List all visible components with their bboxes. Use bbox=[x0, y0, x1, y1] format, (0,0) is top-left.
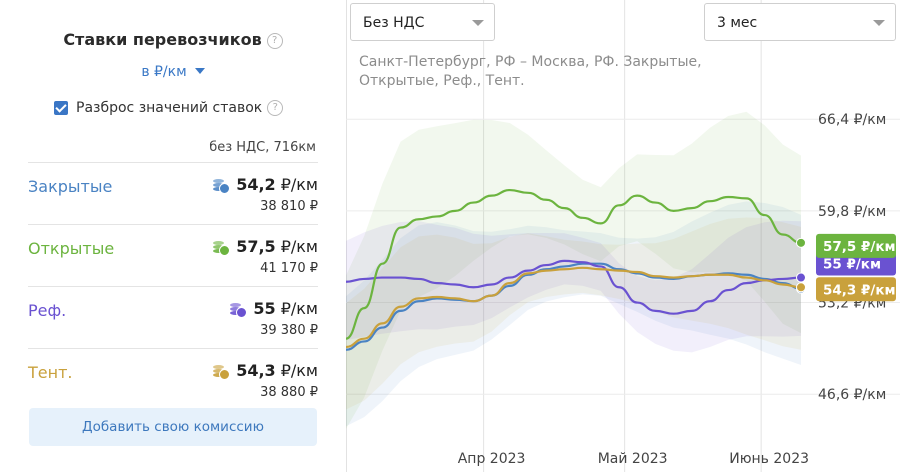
rate-number: 55 bbox=[253, 299, 276, 318]
rate-unit: ₽/км bbox=[280, 361, 318, 380]
y-tick-label: 59,8 ₽/км bbox=[818, 204, 886, 220]
rate-total: 38 810 ₽ bbox=[260, 199, 318, 214]
y-tick-label: 66,4 ₽/км bbox=[818, 112, 886, 128]
rate-value: 57,5 ₽/км bbox=[212, 237, 318, 256]
rates-list: Закрытые 54,2 ₽/км 38 810 ₽ Открытые 57,… bbox=[28, 162, 318, 410]
spread-label: Разброс значений ставок bbox=[76, 100, 263, 116]
rate-value: 54,3 ₽/км bbox=[212, 361, 318, 380]
value-badge bbox=[816, 277, 896, 302]
series-line-1 bbox=[346, 262, 802, 351]
value-badge-label: 54,3 ₽/км bbox=[823, 282, 896, 298]
rate-unit: ₽/км bbox=[280, 299, 318, 318]
series-end-point bbox=[796, 237, 806, 248]
coins-icon bbox=[212, 177, 231, 194]
series-end-point bbox=[796, 282, 806, 293]
rate-value: 54,2 ₽/км bbox=[212, 175, 318, 194]
chevron-down-icon bbox=[194, 68, 205, 74]
rate-number: 57,5 bbox=[236, 237, 276, 256]
series-line-3 bbox=[346, 259, 802, 315]
rate-row-tent[interactable]: Тент. 54,3 ₽/км 38 880 ₽ bbox=[28, 348, 318, 410]
unit-select-label: в ₽/км bbox=[141, 64, 187, 80]
add-commission-button[interactable]: Добавить свою комиссию bbox=[29, 408, 317, 446]
chart-area: 66,4 ₽/км 59,8 ₽/км 53,2 ₽/км 46,6 ₽/км Апр … bbox=[346, 0, 900, 472]
value-badge bbox=[816, 233, 896, 258]
vat-dropdown[interactable]: Без НДС bbox=[350, 3, 495, 41]
panel-title: Ставки перевозчиков? bbox=[0, 30, 346, 49]
x-tick-label: Июнь 2023 bbox=[729, 451, 809, 467]
route-description: Санкт-Петербург, РФ – Москва, РФ. Закрыт… bbox=[359, 54, 702, 89]
x-tick-label: Май 2023 bbox=[598, 451, 668, 467]
value-badge-label: 55 ₽/км bbox=[823, 257, 881, 273]
spread-band-3 bbox=[346, 220, 801, 353]
spread-band-4 bbox=[346, 217, 801, 410]
help-icon[interactable]: ? bbox=[267, 100, 284, 116]
spread-band-2 bbox=[346, 111, 801, 429]
rate-number: 54,2 bbox=[236, 175, 276, 194]
spread-checkbox[interactable] bbox=[54, 101, 68, 115]
rate-total: 41 170 ₽ bbox=[260, 261, 318, 276]
rate-total: 38 880 ₽ bbox=[260, 385, 318, 400]
period-dropdown-value: 3 мес bbox=[717, 15, 758, 31]
chevron-down-icon bbox=[472, 20, 484, 26]
x-tick-label: Апр 2023 bbox=[458, 451, 526, 467]
coins-icon bbox=[229, 301, 248, 318]
rate-name: Закрытые bbox=[28, 177, 113, 196]
rates-panel: Ставки перевозчиков? в ₽/км Разброс знач… bbox=[0, 0, 347, 472]
rate-unit: ₽/км bbox=[280, 237, 318, 256]
y-tick-label: 46,6 ₽/км bbox=[818, 387, 886, 403]
rate-name: Реф. bbox=[28, 301, 67, 320]
vat-distance-label: без НДС, 716км bbox=[209, 140, 316, 155]
series-line-2 bbox=[346, 188, 802, 340]
series-end-point bbox=[796, 272, 806, 283]
rate-unit: ₽/км bbox=[280, 175, 318, 194]
rate-row-open[interactable]: Открытые 57,5 ₽/км 41 170 ₽ bbox=[28, 224, 318, 286]
coins-icon bbox=[212, 363, 231, 380]
rate-row-ref[interactable]: Реф. 55 ₽/км 39 380 ₽ bbox=[28, 286, 318, 348]
vat-dropdown-value: Без НДС bbox=[363, 15, 425, 31]
rate-name: Тент. bbox=[28, 363, 73, 382]
panel-title-text: Ставки перевозчиков bbox=[63, 30, 262, 49]
unit-select[interactable]: в ₽/км bbox=[0, 64, 346, 80]
chevron-down-icon bbox=[873, 20, 885, 26]
value-badge-label: 57,5 ₽/км bbox=[823, 239, 896, 255]
rate-row-closed[interactable]: Закрытые 54,2 ₽/км 38 810 ₽ bbox=[28, 162, 318, 224]
rate-value: 55 ₽/км bbox=[229, 299, 318, 318]
help-icon[interactable]: ? bbox=[266, 33, 283, 49]
spread-band-1 bbox=[346, 201, 801, 427]
rate-number: 54,3 bbox=[236, 361, 276, 380]
spread-toggle[interactable]: Разброс значений ставок ? bbox=[54, 100, 284, 116]
period-dropdown[interactable]: 3 мес bbox=[704, 3, 896, 41]
series-line-4 bbox=[346, 266, 802, 349]
rate-name: Открытые bbox=[28, 239, 115, 258]
rate-total: 39 380 ₽ bbox=[260, 323, 318, 338]
coins-icon bbox=[212, 239, 231, 256]
